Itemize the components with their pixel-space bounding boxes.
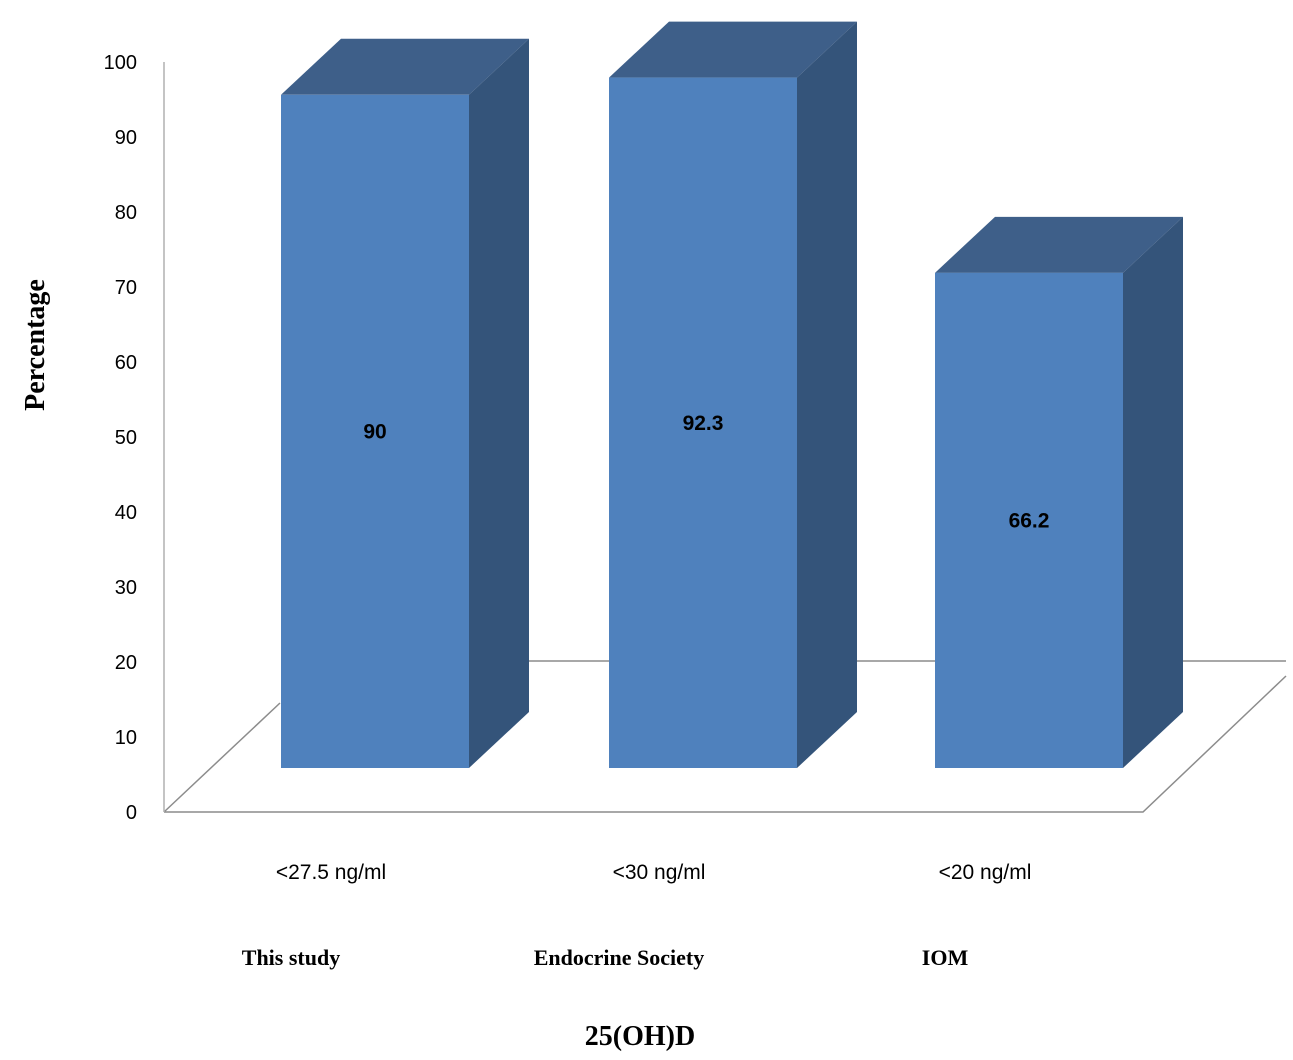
- data-label: 66.2: [1009, 509, 1050, 532]
- bar-front-face: [935, 272, 1123, 768]
- group-label: IOM: [922, 945, 969, 970]
- bar-side-face: [469, 38, 529, 769]
- bar[interactable]: [935, 216, 1183, 769]
- bars: [281, 21, 1183, 769]
- group-label: This study: [242, 945, 340, 970]
- y-tick-label: 0: [126, 802, 137, 824]
- x-tick-label: <30 ng/ml: [613, 861, 706, 884]
- y-tick-label: 50: [115, 427, 137, 449]
- y-tick-label: 60: [115, 352, 137, 374]
- y-tick-label: 100: [104, 52, 137, 74]
- y-axis: 0 10 20 30 40 50 60 70 80 90 100: [104, 52, 165, 824]
- y-tick-label: 40: [115, 502, 137, 524]
- data-label: 92.3: [683, 412, 724, 435]
- x-tick-label: <20 ng/ml: [939, 861, 1032, 884]
- bar-front-face: [609, 77, 797, 768]
- y-tick-label: 20: [115, 652, 137, 674]
- y-tick-label: 80: [115, 202, 137, 224]
- bar[interactable]: [281, 38, 529, 769]
- x-tick-label: <27.5 ng/ml: [276, 861, 386, 884]
- bar-side-face: [1123, 216, 1183, 769]
- data-label: 90: [363, 420, 386, 443]
- labels: 90 <27.5 ng/ml This study 92.3 <30 ng/ml Endo…: [242, 412, 1050, 970]
- bar[interactable]: [609, 21, 857, 768]
- y-tick-label: 30: [115, 577, 137, 599]
- y-axis-title: Percentage: [20, 279, 51, 411]
- group-label: Endocrine Society: [534, 945, 705, 970]
- floor-left-edge: [163, 702, 281, 813]
- y-tick-label: 10: [115, 727, 137, 749]
- bar-side-face: [797, 21, 857, 768]
- bar-top-face: [609, 21, 857, 78]
- x-axis-title: 25(OH)D: [585, 1021, 695, 1052]
- y-tick-label: 90: [115, 127, 137, 149]
- floor-front-edge: [164, 675, 1287, 813]
- bar-top-face: [935, 216, 1183, 273]
- bar-front-face: [281, 94, 469, 769]
- y-tick-label: 70: [115, 277, 137, 299]
- bar-top-face: [281, 38, 529, 95]
